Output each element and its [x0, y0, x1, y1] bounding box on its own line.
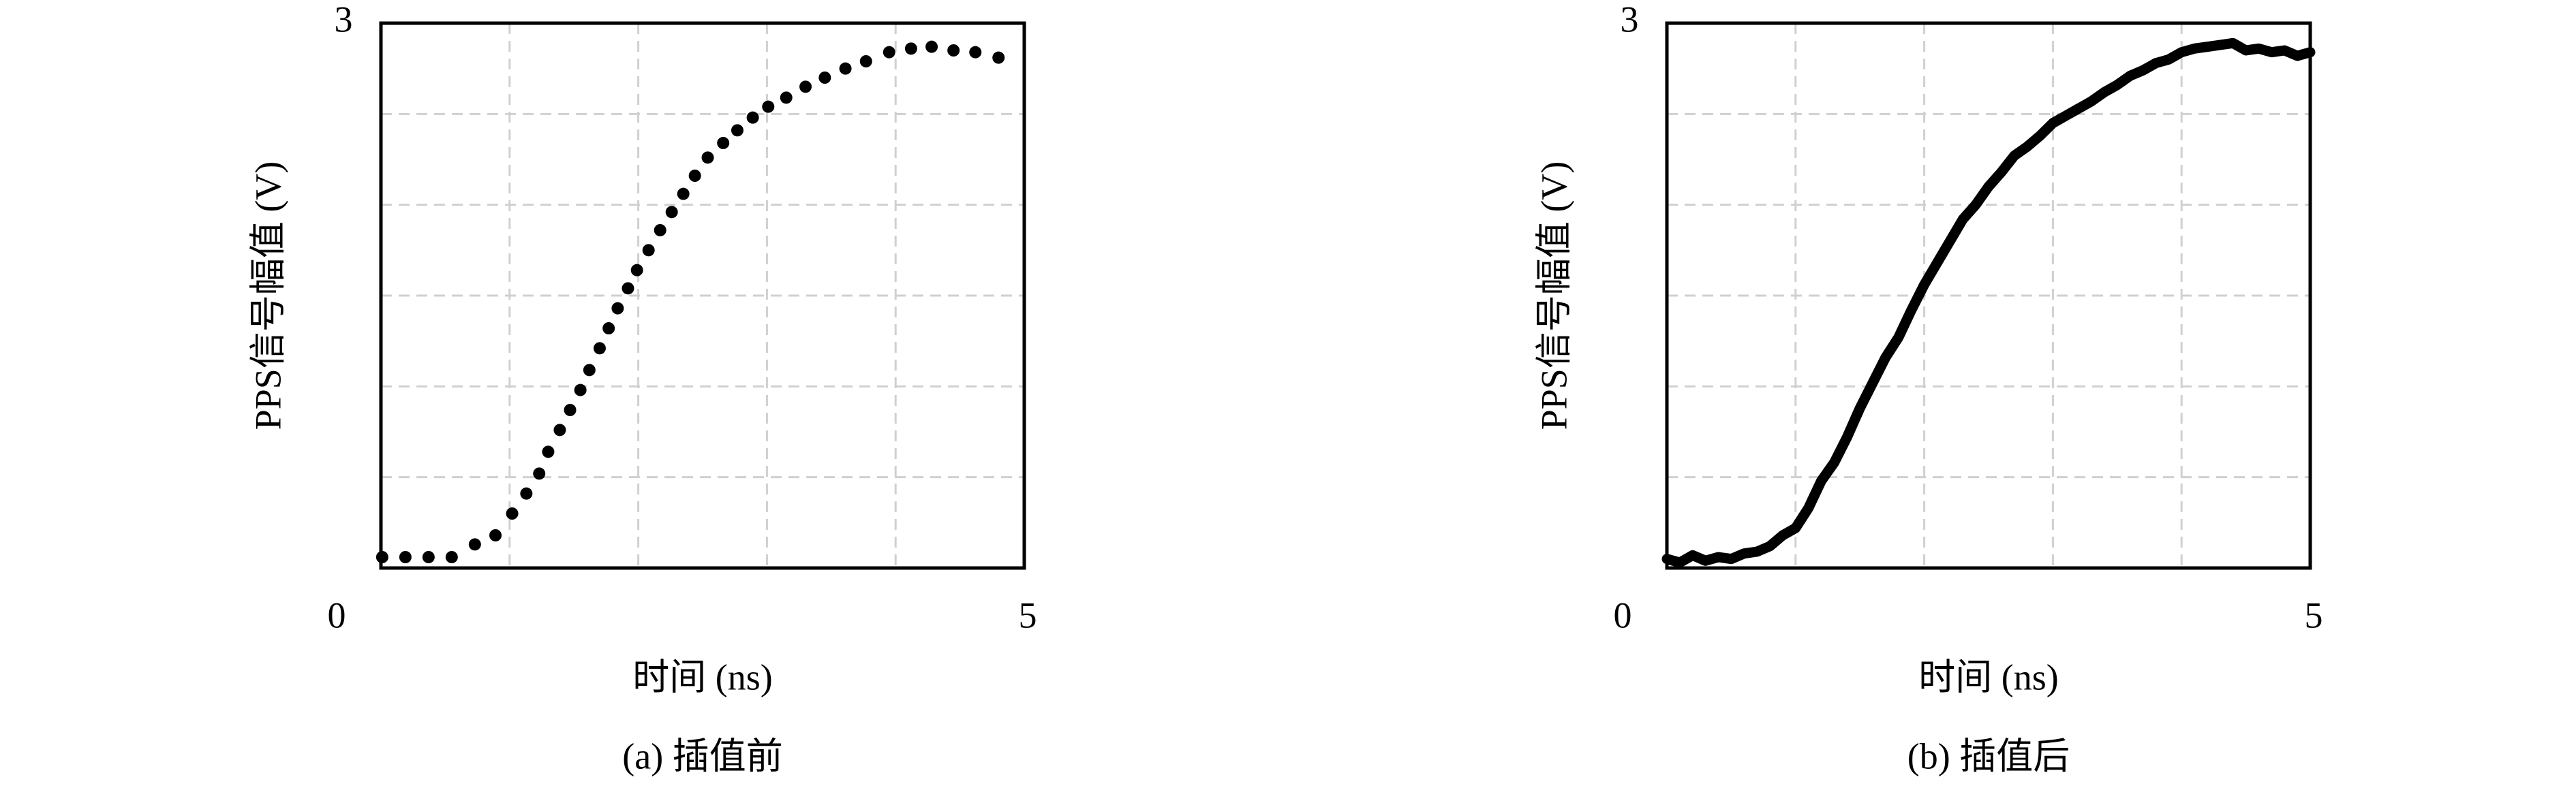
- data-point: [746, 111, 759, 124]
- data-point: [611, 302, 624, 315]
- data-point: [520, 487, 533, 500]
- x-axis-label: 时间 (ns): [632, 657, 772, 697]
- data-point: [553, 424, 566, 437]
- data-point: [780, 91, 793, 104]
- caption: (b) 插值后: [1907, 736, 2070, 776]
- data-point: [622, 282, 634, 295]
- data-point: [701, 151, 714, 164]
- data-point: [489, 529, 502, 541]
- y-axis-label: PPS信号幅值 (V): [247, 161, 288, 430]
- data-point: [731, 124, 743, 137]
- data-point: [799, 80, 812, 93]
- data-point: [468, 538, 481, 551]
- data-point: [542, 445, 555, 458]
- data-point: [818, 72, 831, 84]
- data-point: [506, 507, 519, 520]
- y-tick-label: 3: [1621, 0, 1639, 40]
- data-point: [422, 551, 435, 563]
- data-point: [399, 551, 412, 563]
- data-point: [630, 264, 643, 277]
- data-point: [969, 46, 982, 59]
- data-point: [445, 551, 458, 563]
- x-tick-label: 0: [328, 595, 346, 635]
- data-point: [564, 404, 577, 416]
- data-line: [1661, 37, 2316, 568]
- data-point: [839, 62, 852, 75]
- data-point: [583, 364, 596, 377]
- data-point: [642, 244, 655, 257]
- data-point: [904, 42, 917, 55]
- data-point: [925, 40, 938, 53]
- data-point: [602, 322, 615, 334]
- data-point: [717, 137, 730, 149]
- data-point: [665, 206, 678, 219]
- plot-frame: [1665, 21, 2312, 570]
- caption: (a) 插值前: [622, 736, 782, 776]
- data-point: [762, 100, 775, 113]
- data-point: [533, 467, 546, 480]
- data-point: [859, 55, 872, 67]
- x-tick-label: 5: [2305, 595, 2323, 635]
- x-tick-label: 0: [1614, 595, 1632, 635]
- x-axis-label: 时间 (ns): [1918, 657, 2058, 697]
- x-tick-label: 5: [1019, 595, 1037, 635]
- data-point: [677, 187, 690, 200]
- data-point: [654, 224, 666, 236]
- data-point: [883, 46, 895, 59]
- data-point: [947, 44, 960, 57]
- data-point: [574, 383, 587, 396]
- data-point: [593, 342, 606, 355]
- y-tick-label: 3: [335, 0, 353, 40]
- y-axis-label: PPS信号幅值 (V): [1533, 161, 1574, 430]
- plot-frame: [379, 21, 1026, 570]
- data-point: [992, 51, 1005, 64]
- data-point: [688, 170, 701, 182]
